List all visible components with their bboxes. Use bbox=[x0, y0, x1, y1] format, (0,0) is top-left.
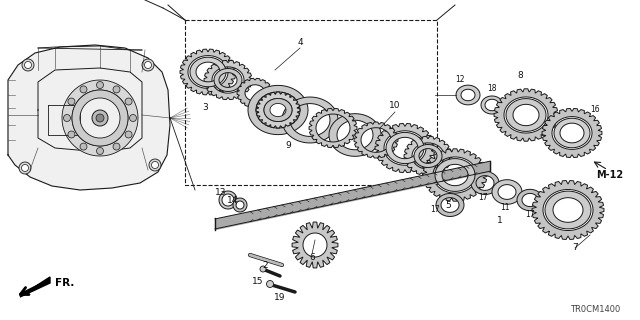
PathPatch shape bbox=[237, 78, 273, 108]
PathPatch shape bbox=[62, 80, 138, 156]
Text: 17: 17 bbox=[525, 210, 535, 219]
PathPatch shape bbox=[264, 99, 292, 122]
Circle shape bbox=[68, 131, 75, 138]
PathPatch shape bbox=[354, 122, 398, 158]
PathPatch shape bbox=[435, 159, 475, 191]
Circle shape bbox=[152, 162, 159, 169]
Circle shape bbox=[266, 281, 273, 287]
Circle shape bbox=[142, 59, 154, 71]
Text: 13: 13 bbox=[215, 188, 227, 196]
Circle shape bbox=[113, 143, 120, 150]
PathPatch shape bbox=[517, 189, 543, 211]
PathPatch shape bbox=[506, 99, 546, 132]
PathPatch shape bbox=[180, 49, 236, 95]
PathPatch shape bbox=[329, 114, 381, 156]
Polygon shape bbox=[20, 277, 50, 297]
PathPatch shape bbox=[292, 222, 338, 268]
PathPatch shape bbox=[423, 149, 487, 201]
PathPatch shape bbox=[494, 89, 558, 141]
Text: 18: 18 bbox=[487, 84, 497, 93]
Circle shape bbox=[80, 86, 87, 93]
PathPatch shape bbox=[282, 97, 338, 143]
Circle shape bbox=[97, 82, 104, 89]
PathPatch shape bbox=[214, 68, 242, 92]
Circle shape bbox=[19, 162, 31, 174]
Text: 2: 2 bbox=[262, 260, 268, 269]
Circle shape bbox=[92, 110, 108, 126]
PathPatch shape bbox=[545, 191, 591, 229]
Circle shape bbox=[125, 131, 132, 138]
Text: 15: 15 bbox=[252, 277, 264, 286]
Circle shape bbox=[22, 164, 29, 172]
PathPatch shape bbox=[190, 57, 226, 87]
PathPatch shape bbox=[256, 92, 300, 128]
PathPatch shape bbox=[436, 194, 464, 216]
Text: 17: 17 bbox=[430, 205, 440, 214]
Text: M-12: M-12 bbox=[596, 170, 623, 180]
PathPatch shape bbox=[233, 198, 247, 212]
Circle shape bbox=[145, 61, 152, 68]
Text: 7: 7 bbox=[572, 243, 578, 252]
Text: 4: 4 bbox=[297, 38, 303, 47]
PathPatch shape bbox=[554, 118, 590, 148]
PathPatch shape bbox=[386, 132, 424, 164]
Circle shape bbox=[113, 86, 120, 93]
PathPatch shape bbox=[532, 180, 604, 239]
Text: 19: 19 bbox=[275, 293, 285, 302]
Circle shape bbox=[22, 59, 34, 71]
PathPatch shape bbox=[248, 85, 308, 135]
PathPatch shape bbox=[542, 108, 602, 157]
Text: 10: 10 bbox=[389, 101, 401, 110]
Polygon shape bbox=[8, 45, 170, 190]
Text: 6: 6 bbox=[309, 253, 315, 262]
Text: TR0CM1400: TR0CM1400 bbox=[570, 306, 620, 315]
Circle shape bbox=[129, 115, 136, 122]
PathPatch shape bbox=[471, 172, 499, 195]
PathPatch shape bbox=[404, 136, 452, 176]
Text: 8: 8 bbox=[517, 71, 523, 80]
PathPatch shape bbox=[219, 191, 237, 209]
Text: 16: 16 bbox=[590, 105, 600, 114]
PathPatch shape bbox=[204, 60, 252, 100]
Text: FR.: FR. bbox=[55, 278, 74, 288]
PathPatch shape bbox=[72, 90, 128, 146]
Circle shape bbox=[260, 266, 266, 272]
Circle shape bbox=[80, 143, 87, 150]
Text: 14: 14 bbox=[227, 196, 239, 204]
Circle shape bbox=[149, 159, 161, 171]
Circle shape bbox=[96, 114, 104, 122]
Text: 9: 9 bbox=[285, 141, 291, 150]
PathPatch shape bbox=[375, 124, 435, 172]
Circle shape bbox=[63, 115, 70, 122]
Circle shape bbox=[125, 98, 132, 105]
Text: 3: 3 bbox=[202, 103, 208, 112]
Text: 5: 5 bbox=[445, 201, 451, 210]
PathPatch shape bbox=[309, 108, 357, 148]
Text: 1: 1 bbox=[497, 215, 503, 225]
Circle shape bbox=[24, 61, 31, 68]
Text: 17: 17 bbox=[478, 193, 488, 202]
Text: 12: 12 bbox=[455, 75, 465, 84]
PathPatch shape bbox=[492, 180, 522, 204]
PathPatch shape bbox=[456, 85, 480, 105]
Text: 11: 11 bbox=[500, 203, 509, 212]
Circle shape bbox=[68, 98, 75, 105]
PathPatch shape bbox=[481, 96, 503, 114]
PathPatch shape bbox=[414, 145, 442, 167]
Circle shape bbox=[97, 148, 104, 155]
